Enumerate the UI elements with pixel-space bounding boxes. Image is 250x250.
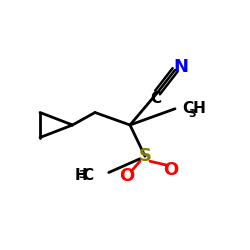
Text: N: N bbox=[174, 58, 189, 76]
Text: O: O bbox=[164, 161, 179, 179]
Text: 3: 3 bbox=[189, 109, 196, 119]
Text: C: C bbox=[82, 168, 94, 182]
Text: CH: CH bbox=[182, 101, 206, 116]
Text: S: S bbox=[138, 147, 151, 165]
Text: C: C bbox=[151, 91, 162, 106]
Text: H: H bbox=[75, 168, 88, 182]
Text: 3: 3 bbox=[79, 170, 86, 180]
Text: O: O bbox=[119, 167, 134, 185]
